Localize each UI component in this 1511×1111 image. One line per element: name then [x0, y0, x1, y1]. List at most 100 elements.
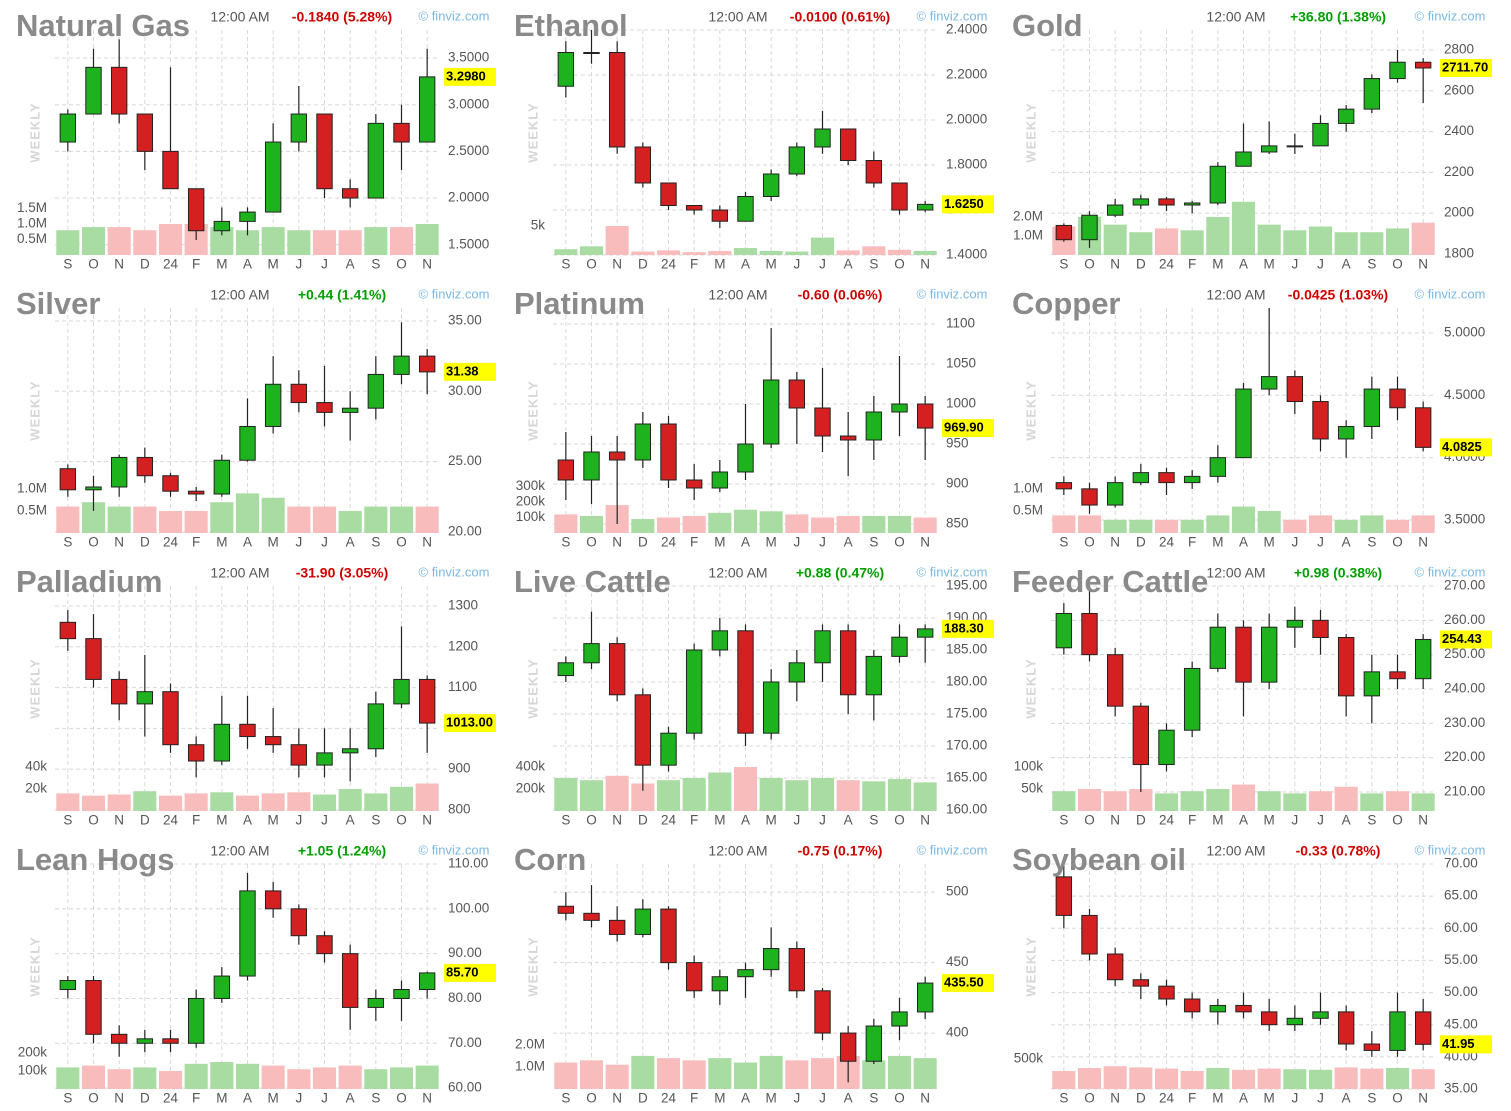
chart-panel: WEEKLY1.40001.60001.80002.00002.20002.40… [514, 8, 994, 272]
x-tick-label: S [869, 813, 878, 828]
volume-bar [287, 792, 311, 811]
x-tick-label: 24 [163, 813, 179, 828]
candle-body [290, 908, 308, 937]
volume-bar [287, 506, 311, 533]
y-tick-label: 170.00 [946, 738, 987, 753]
candle-body [1286, 619, 1304, 628]
volume-bar [1103, 519, 1127, 533]
x-tick-label: J [295, 1091, 302, 1106]
x-tick-label: M [1212, 535, 1223, 550]
last-price-box [1440, 59, 1492, 78]
candle-body [1055, 612, 1073, 649]
time-label: 12:00 AM [1206, 9, 1265, 25]
volume-bar [1385, 791, 1410, 811]
x-tick-label: J [295, 535, 302, 550]
candle-body [634, 423, 652, 461]
change-label: +0.44 (1.41%) [298, 287, 386, 303]
y-tick-label: 60.00 [448, 1080, 482, 1095]
y-tick-label: 900 [946, 476, 969, 491]
candle-body [85, 980, 102, 1035]
volume-bar [133, 1067, 157, 1089]
volume-bar [554, 514, 578, 533]
y-tick-label: 2400 [1444, 123, 1474, 138]
x-tick-label: O [894, 813, 905, 828]
x-tick-label: M [1264, 1091, 1275, 1106]
volume-bar [631, 1055, 655, 1089]
chart-panel: WEEKLY 160.00 165.00 170.00 175.00 180.00 185.… [514, 564, 994, 828]
candle-body [762, 948, 780, 971]
last-price-label: 31.38 [446, 363, 479, 378]
candle-body [316, 402, 333, 413]
x-tick-label: A [1342, 535, 1351, 550]
chart-title: Lean Hogs [16, 842, 174, 877]
candle-body [136, 113, 154, 152]
candle-body [1337, 1011, 1355, 1045]
candle-body [1337, 425, 1355, 440]
volume-bar [415, 1065, 439, 1089]
volume-bar [1180, 1071, 1204, 1089]
candle-body [608, 919, 626, 935]
x-tick-label: M [216, 535, 227, 550]
candle-body [1286, 376, 1304, 403]
x-tick-label: M [1212, 257, 1223, 272]
volume-bar [107, 1069, 131, 1089]
volume-bar [312, 230, 337, 255]
candle-body [916, 982, 934, 1013]
x-tick-label: 24 [1159, 1091, 1175, 1106]
x-tick-label: O [1084, 535, 1095, 550]
time-label: 12:00 AM [1206, 287, 1265, 303]
volume-bar [785, 514, 809, 533]
candle-body [162, 150, 179, 190]
volume-bar [836, 515, 860, 533]
x-tick-label: 24 [661, 257, 677, 272]
candle-body [316, 752, 333, 766]
volume-bar [887, 515, 912, 533]
volume-bar [210, 1062, 234, 1089]
x-tick-label: M [268, 535, 279, 550]
y-tick-label: 55.00 [1444, 952, 1478, 967]
x-tick-label: S [371, 813, 380, 828]
candle-body [583, 451, 600, 481]
volume-bar [338, 510, 362, 533]
candle-body [418, 972, 436, 990]
volume-bar [1180, 230, 1204, 255]
candle-body [1106, 654, 1124, 707]
candle-body [1183, 202, 1201, 206]
x-tick-label: A [844, 813, 853, 828]
volume-bar [81, 1065, 106, 1089]
candle-body [1081, 488, 1098, 506]
volume-bar [887, 1055, 912, 1089]
time-label: 12:00 AM [708, 287, 767, 303]
x-tick-label: N [612, 813, 622, 828]
volume-bar [1257, 224, 1281, 255]
volume-bar [158, 1071, 183, 1089]
candle-body [814, 630, 831, 664]
y-tick-label: 60.00 [1444, 920, 1478, 935]
x-tick-label: N [612, 535, 622, 550]
x-tick-label: D [140, 257, 150, 272]
x-tick-label: D [1136, 535, 1146, 550]
x-tick-label: A [844, 1091, 853, 1106]
volume-bar [579, 515, 604, 533]
x-tick-label: O [894, 257, 905, 272]
last-price-label: 85.70 [446, 964, 479, 979]
x-tick-label: S [371, 257, 380, 272]
candle-body [1363, 1043, 1381, 1051]
x-tick-label: M [268, 1091, 279, 1106]
x-tick-label: O [586, 813, 597, 828]
change-label: -0.1840 (5.28%) [292, 9, 392, 25]
x-tick-label: J [793, 1091, 800, 1106]
x-tick-label: J [1291, 257, 1298, 272]
candle-body [367, 997, 385, 1008]
candle-body [393, 678, 410, 705]
candle-body [788, 146, 806, 175]
candle-body [1337, 637, 1355, 697]
candle-body [162, 691, 179, 746]
candle-body [814, 128, 831, 148]
candle-body [136, 691, 154, 705]
x-tick-label: N [920, 257, 930, 272]
candle-body [891, 403, 908, 413]
volume-bar [887, 249, 912, 255]
x-tick-label: S [1059, 813, 1068, 828]
volume-bar [605, 226, 629, 255]
